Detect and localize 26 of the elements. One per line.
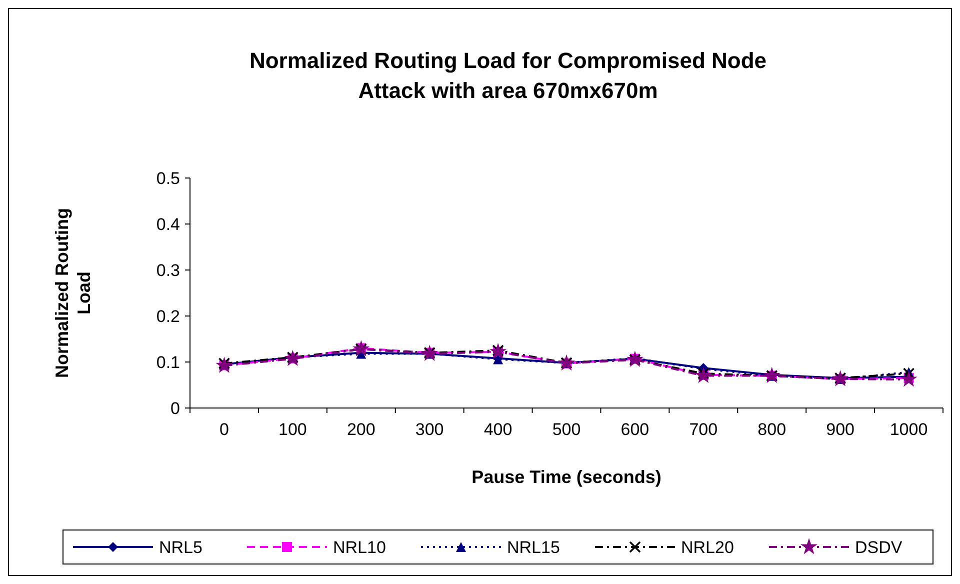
y-tick-label: 0.5 bbox=[156, 168, 180, 188]
x-tick-label: 800 bbox=[758, 420, 786, 439]
y-tick-label: 0 bbox=[170, 398, 180, 418]
x-tick-label: 600 bbox=[620, 420, 650, 439]
x-tick-label: 1000 bbox=[890, 420, 928, 439]
point bbox=[900, 370, 918, 387]
x-tick-label: 100 bbox=[278, 420, 307, 439]
legend-label: NRL20 bbox=[681, 538, 734, 557]
legend-label: DSDV bbox=[855, 538, 903, 557]
x-tick-label: 200 bbox=[346, 420, 376, 439]
x-tick-label: 700 bbox=[689, 420, 718, 439]
x-tick-label: 300 bbox=[415, 420, 444, 439]
x-tick-label: 0 bbox=[219, 420, 229, 439]
legend-label: NRL5 bbox=[159, 538, 202, 557]
y-tick-label: 0.1 bbox=[156, 352, 180, 372]
x-tick-label: 500 bbox=[552, 420, 581, 439]
y-tick-label: 0.2 bbox=[156, 306, 180, 326]
chart-title: Normalized Routing Load for Compromised Node Attack with area 670mx670m bbox=[249, 48, 767, 103]
x-tick-label: 900 bbox=[826, 420, 855, 439]
y-axis-title: Normalized Routing Load bbox=[52, 208, 94, 378]
y-tick-label: 0.3 bbox=[156, 260, 180, 280]
y-tick-label: 0.4 bbox=[156, 214, 180, 234]
legend-label: NRL10 bbox=[333, 538, 386, 557]
x-tick-label: 400 bbox=[484, 420, 512, 439]
x-axis-title: Pause Time (seconds) bbox=[472, 467, 662, 487]
legend-label: NRL15 bbox=[507, 538, 560, 557]
